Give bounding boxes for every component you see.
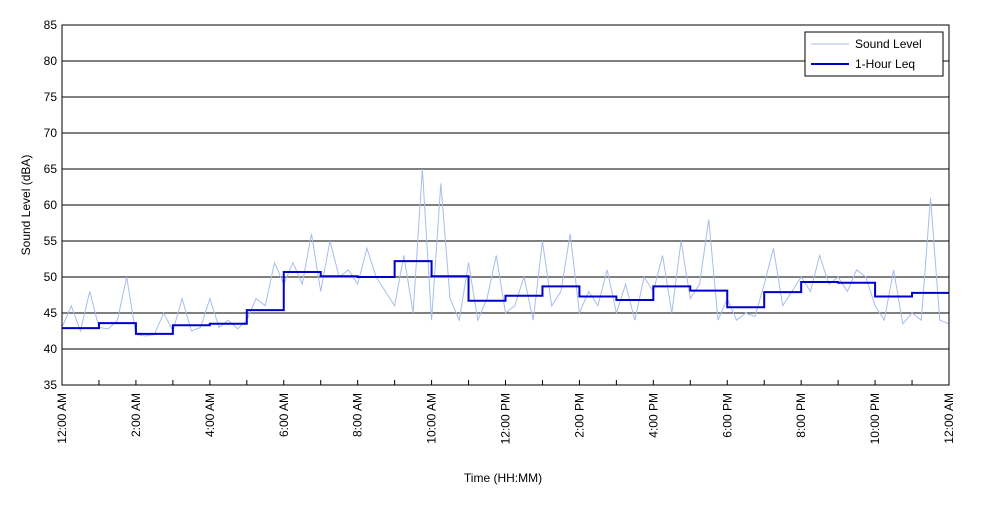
- x-tick-label: 2:00 PM: [572, 393, 586, 438]
- y-tick-label: 35: [44, 378, 58, 392]
- x-tick-label: 6:00 AM: [277, 393, 291, 437]
- series-line: [61, 168, 950, 337]
- y-tick-label: 80: [44, 54, 58, 68]
- y-tick-label: 60: [44, 198, 58, 212]
- x-tick-label: 6:00 PM: [720, 393, 734, 438]
- x-tick-label: 4:00 AM: [203, 393, 217, 437]
- legend-label: 1-Hour Leq: [855, 57, 915, 71]
- x-tick-label: 4:00 PM: [646, 393, 660, 438]
- legend-box: [804, 31, 944, 77]
- y-tick-label: 85: [44, 18, 58, 32]
- x-tick-label: 10:00 AM: [425, 393, 439, 444]
- legend-label: Sound Level: [855, 37, 922, 51]
- x-tick-label: 10:00 PM: [868, 393, 882, 444]
- y-tick-label: 55: [44, 234, 58, 248]
- y-tick-label: 45: [44, 306, 58, 320]
- y-tick-label: 70: [44, 126, 58, 140]
- y-tick-label: 65: [44, 162, 58, 176]
- x-tick-label: 2:00 AM: [129, 393, 143, 437]
- y-tick-label: 40: [44, 342, 58, 356]
- x-axis-title: Time (HH:MM): [464, 471, 542, 485]
- y-tick-label: 50: [44, 270, 58, 284]
- y-tick-label: 75: [44, 90, 58, 104]
- plot-frame: [61, 24, 950, 386]
- x-tick-label: 8:00 AM: [351, 393, 365, 437]
- series-line: [62, 260, 949, 335]
- y-axis-title: Sound Level (dBA): [19, 155, 33, 256]
- x-tick-label: 12:00 PM: [499, 393, 513, 444]
- x-tick-label: 12:00 AM: [942, 393, 956, 444]
- x-tick-label: 12:00 AM: [55, 393, 69, 444]
- x-tick-label: 8:00 PM: [794, 393, 808, 438]
